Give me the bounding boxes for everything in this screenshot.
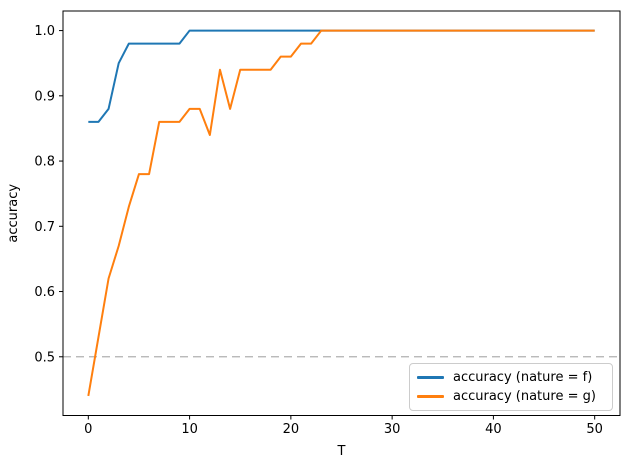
legend-item-nature-g: accuracy (nature = g) (417, 387, 605, 406)
y-tick-label: 0.6 (34, 285, 55, 300)
y-tick-label: 0.7 (34, 220, 55, 235)
axes-frame (62, 10, 621, 416)
legend: accuracy (nature = f) accuracy (nature =… (409, 363, 613, 411)
y-tick-label: 0.8 (34, 155, 55, 170)
x-tick-label: 30 (384, 422, 401, 437)
legend-label-nature-f: accuracy (nature = f) (453, 370, 593, 385)
legend-line-swatch-g (417, 395, 444, 398)
legend-item-nature-f: accuracy (nature = f) (417, 368, 605, 387)
series-line-nature-g (87, 29, 595, 397)
x-tick-label: 50 (586, 422, 603, 437)
series-line-nature-f (88, 29, 595, 123)
x-tick-label: 10 (181, 422, 198, 437)
y-axis-label: accuracy (6, 184, 21, 243)
y-tick-label: 0.5 (34, 350, 55, 365)
legend-line-swatch-f (417, 376, 444, 379)
legend-label-nature-g: accuracy (nature = g) (453, 389, 596, 404)
y-tick-label: 1.0 (34, 24, 55, 39)
x-axis-label: T (337, 444, 346, 459)
y-tick-label: 0.9 (34, 89, 55, 104)
x-tick-label: 40 (485, 422, 502, 437)
x-tick-label: 20 (283, 422, 300, 437)
x-tick-label: 0 (84, 422, 92, 437)
